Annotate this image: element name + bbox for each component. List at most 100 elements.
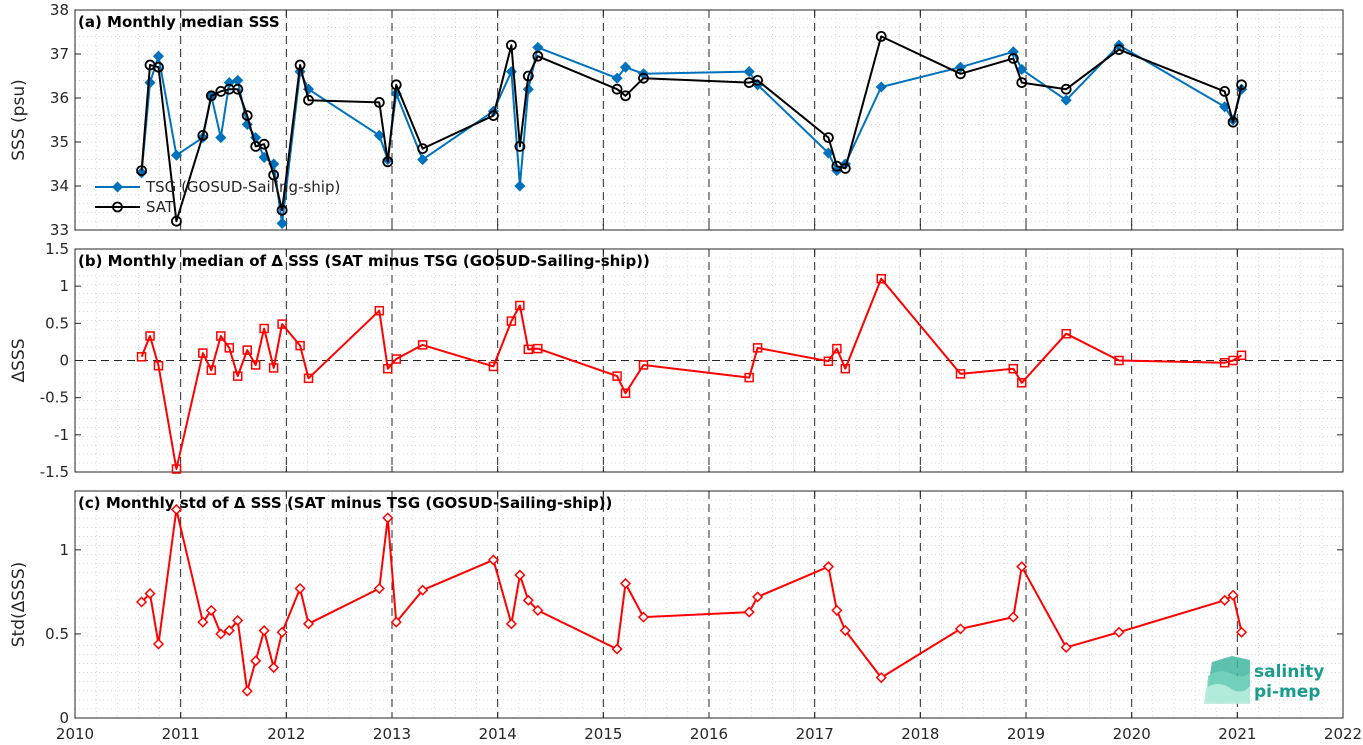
data-point — [840, 363, 851, 374]
y-axis-label: Std(ΔSSS) — [9, 562, 29, 648]
data-point — [170, 149, 183, 161]
x-tick-label: 2017 — [796, 725, 834, 743]
data-point — [532, 50, 544, 62]
data-point — [752, 75, 764, 86]
data-point — [224, 343, 235, 353]
data-point — [875, 672, 887, 684]
data-point — [1016, 561, 1028, 573]
data-point — [294, 59, 306, 71]
y-tick-label: 1 — [59, 541, 69, 559]
legend: TSG (GOSUD-Sailing-ship) SAT — [95, 178, 340, 216]
data-point — [373, 97, 385, 108]
logo: salinity pi-mep — [1204, 656, 1324, 704]
x-tick-label: 2012 — [267, 725, 305, 743]
data-point — [1060, 641, 1072, 653]
data-point — [276, 204, 288, 216]
data-point — [620, 388, 631, 398]
y-tick-label: -0.5 — [40, 389, 69, 407]
x-tick-label: 2011 — [162, 725, 200, 743]
data-point — [954, 623, 967, 635]
data-point — [197, 616, 209, 628]
x-axis-ticks: 2010 2011 2012 2013 2014 2015 2016 2017 2018 2019… — [56, 725, 1362, 743]
data-point — [215, 132, 227, 144]
y-axis-label: SSS (psu) — [9, 79, 29, 160]
x-tick-label: 2019 — [1007, 725, 1045, 743]
x-tick-label: 2021 — [1218, 725, 1256, 743]
data-point — [522, 594, 534, 606]
x-tick-label: 2022 — [1324, 725, 1362, 743]
data-point — [875, 31, 887, 42]
data-point — [268, 661, 280, 674]
data-point — [1060, 83, 1072, 95]
y-tick-label: 36 — [50, 89, 69, 107]
data-point — [1007, 611, 1019, 623]
data-point — [1060, 94, 1072, 106]
data-point — [506, 316, 517, 326]
data-point — [743, 66, 755, 78]
legend-marker — [112, 201, 123, 213]
data-point — [611, 643, 623, 655]
data-point — [505, 618, 517, 630]
data-point — [417, 340, 428, 350]
x-tick-label: 2016 — [690, 725, 728, 743]
series-line — [140, 277, 1243, 470]
y-tick-label: 0.5 — [45, 314, 69, 332]
data-point — [638, 360, 649, 370]
y-tick-label: 1.5 — [45, 240, 69, 258]
data-point — [752, 591, 764, 603]
data-point — [506, 39, 517, 51]
data-point — [277, 319, 287, 329]
data-point — [822, 561, 834, 573]
legend-label: SAT — [146, 198, 175, 216]
panel-b-delta-sss: -1.5 -1 -0.5 0 0.5 1 1.5 ΔSSS (b) Monthly median… — [9, 240, 1344, 481]
data-point — [258, 625, 270, 637]
series-delta — [136, 273, 1247, 474]
data-point — [205, 90, 217, 102]
data-point — [744, 372, 754, 383]
data-point — [153, 61, 164, 73]
x-tick-label: 2015 — [584, 725, 622, 743]
data-point — [258, 138, 270, 150]
data-point — [1227, 589, 1239, 601]
data-point — [1236, 350, 1247, 361]
x-tick-label: 2018 — [901, 725, 939, 743]
data-point — [242, 345, 252, 355]
data-point — [171, 215, 182, 227]
data-point — [637, 611, 650, 623]
data-point — [1219, 86, 1231, 97]
data-point — [268, 363, 279, 373]
x-tick-label: 2010 — [56, 725, 94, 743]
data-point — [382, 156, 394, 168]
data-point — [611, 72, 623, 84]
data-point — [153, 360, 164, 371]
data-point — [1113, 626, 1125, 638]
series-delta — [136, 503, 1248, 697]
legend-label: TSG (GOSUD-Sailing-ship) — [145, 178, 340, 196]
data-point — [136, 165, 147, 177]
data-point — [136, 352, 147, 362]
data-point — [823, 132, 834, 144]
y-tick-label: 38 — [50, 1, 69, 19]
data-point — [170, 503, 183, 516]
data-point — [294, 582, 306, 595]
data-point — [1227, 116, 1239, 128]
y-tick-label: 0.5 — [45, 625, 69, 643]
data-point — [876, 273, 886, 284]
legend-marker — [111, 181, 124, 193]
panel-title: (b) Monthly median of Δ SSS (SAT minus T… — [78, 252, 650, 270]
y-tick-label: -1.5 — [40, 463, 69, 481]
data-point — [743, 606, 755, 618]
data-point — [1114, 355, 1124, 366]
data-point — [152, 638, 165, 650]
data-point — [515, 300, 525, 311]
data-point — [276, 626, 288, 638]
data-point — [1236, 79, 1247, 91]
data-point — [241, 685, 253, 697]
data-point — [832, 343, 842, 354]
y-axis-label: ΔSSS — [9, 338, 29, 382]
data-point — [259, 323, 269, 334]
panel-title: (a) Monthly median SSS — [78, 13, 280, 31]
x-tick-label: 2014 — [479, 725, 517, 743]
salinity-wave-icon — [1204, 656, 1250, 704]
